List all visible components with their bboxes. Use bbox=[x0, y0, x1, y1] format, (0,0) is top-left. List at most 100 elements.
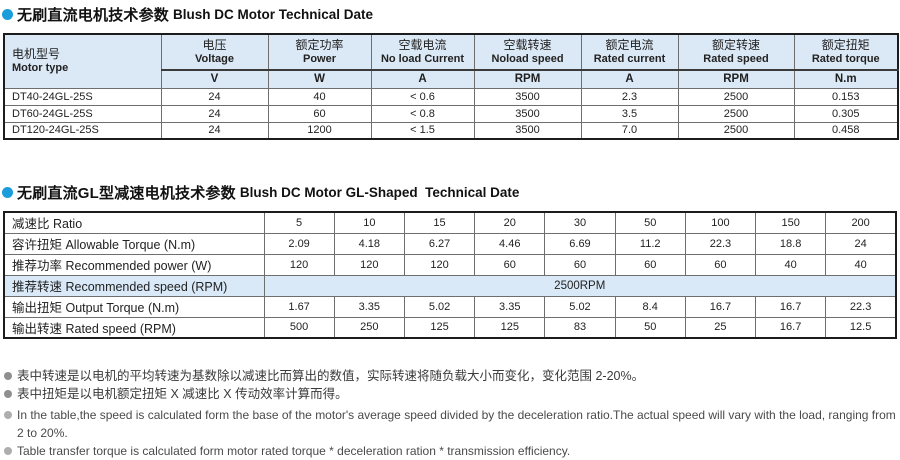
value-cell: 16.7 bbox=[684, 295, 757, 318]
motor-model-cell: DT40-24GL-25S bbox=[3, 87, 162, 106]
header-rated-torque: 额定扭矩 Rated torque bbox=[793, 33, 899, 71]
value-cell: 40 bbox=[267, 87, 372, 106]
value-cell: 50 bbox=[614, 211, 686, 234]
value-cell: 10 bbox=[333, 211, 405, 234]
row-label-cell: 输出扭矩 Output Torque (N.m) bbox=[3, 295, 265, 318]
header-noload-speed-zh: 空载转速 bbox=[503, 38, 552, 52]
value-cell: 120 bbox=[263, 253, 335, 276]
value-cell: 24 bbox=[160, 104, 269, 123]
unit-cell: V bbox=[160, 69, 269, 89]
motor-model-cell: DT120-24GL-25S bbox=[3, 121, 162, 140]
unit-cell: RPM bbox=[473, 69, 582, 89]
value-cell: 1200 bbox=[267, 121, 372, 140]
row-label-cell: 推荐转速 Recommended speed (RPM) bbox=[3, 274, 265, 297]
value-cell: 15 bbox=[403, 211, 476, 234]
value-cell: 6.27 bbox=[403, 232, 476, 255]
value-cell: < 0.8 bbox=[370, 104, 475, 123]
header-rated-speed-en: Rated speed bbox=[703, 53, 769, 65]
table-row: 输出扭矩 Output Torque (N.m) 1.67 3.35 5.02 … bbox=[3, 295, 897, 318]
value-cell: 1.67 bbox=[263, 295, 335, 318]
table-row: 输出转速 Rated speed (RPM) 500 250 125 125 8… bbox=[3, 316, 897, 339]
unit-cell: RPM bbox=[677, 69, 795, 89]
table-row-highlighted: 推荐转速 Recommended speed (RPM) 2500RPM bbox=[3, 274, 897, 297]
value-cell: 6.69 bbox=[544, 232, 616, 255]
value-cell: 0.305 bbox=[793, 104, 899, 123]
header-power-en: Power bbox=[302, 53, 336, 65]
value-cell: 120 bbox=[333, 253, 405, 276]
value-cell: < 1.5 bbox=[370, 121, 475, 140]
blue-bullet-icon bbox=[2, 187, 13, 198]
footnote-text: 表中转速是以电机的平均转速为基数除以减速比而算出的数值，实际转速将随负载大小而变… bbox=[17, 369, 645, 383]
value-cell: 18.8 bbox=[755, 232, 827, 255]
footnote-text: In the table,the speed is calculated for… bbox=[17, 408, 896, 440]
motor-model-cell: DT60-24GL-25S bbox=[3, 104, 162, 123]
header-motor-type-en: Motor type bbox=[12, 62, 69, 75]
header-rated-current-zh: 额定电流 bbox=[605, 38, 654, 52]
header-voltage-en: Voltage bbox=[195, 53, 234, 65]
section1-title: 无刷直流电机技术参数 Blush DC Motor Technical Date bbox=[2, 4, 373, 25]
footnote-en-1: In the table,the speed is calculated for… bbox=[4, 406, 896, 442]
header-rated-current-en: Rated current bbox=[593, 53, 666, 65]
value-cell: 2500 bbox=[677, 87, 795, 106]
header-voltage-zh: 电压 bbox=[202, 38, 227, 52]
section2-title-zh: 无刷直流GL型减速电机技术参数 bbox=[17, 185, 236, 202]
unit-cell: N.m bbox=[793, 69, 899, 89]
table-row: DT40-24GL-25S 24 40 < 0.6 3500 2.3 2500 … bbox=[3, 87, 899, 106]
header-rated-speed-zh: 额定转速 bbox=[711, 38, 760, 52]
value-cell: 60 bbox=[544, 253, 616, 276]
value-cell: 40 bbox=[825, 253, 897, 276]
motor-spec-table: 电机型号 Motor type 电压 Voltage 额定功率 Power 空载… bbox=[3, 33, 899, 140]
value-cell: 2.3 bbox=[580, 87, 679, 106]
merged-speed-cell: 2500RPM bbox=[263, 274, 897, 297]
header-power: 额定功率 Power bbox=[267, 33, 372, 71]
value-cell: 8.4 bbox=[614, 295, 686, 318]
value-cell: 12.5 bbox=[825, 316, 897, 339]
value-cell: 3500 bbox=[473, 121, 582, 140]
value-cell: 120 bbox=[403, 253, 476, 276]
header-motor-type: 电机型号 Motor type bbox=[3, 33, 162, 89]
table-row: 容许扭矩 Allowable Torque (N.m) 2.09 4.18 6.… bbox=[3, 232, 897, 255]
value-cell: 20 bbox=[474, 211, 546, 234]
value-cell: 60 bbox=[474, 253, 546, 276]
header-noload-speed-en: Noload speed bbox=[491, 53, 564, 65]
value-cell: 0.153 bbox=[793, 87, 899, 106]
unit-cell: W bbox=[267, 69, 372, 89]
value-cell: 2.09 bbox=[263, 232, 335, 255]
row-label-cell: 输出转速 Rated speed (RPM) bbox=[3, 316, 265, 339]
footnote-zh-2: 表中扭矩是以电机额定扭矩 X 减速比 X 传动效率计算而得。 bbox=[4, 385, 896, 403]
section2-title-en: Blush DC Motor GL-Shaped Technical Date bbox=[239, 185, 520, 200]
footnote-zh-1: 表中转速是以电机的平均转速为基数除以减速比而算出的数值，实际转速将随负载大小而变… bbox=[4, 367, 896, 385]
value-cell: 7.0 bbox=[580, 121, 679, 140]
table-row: DT60-24GL-25S 24 60 < 0.8 3500 3.5 2500 … bbox=[3, 104, 899, 123]
gray-bullet-icon bbox=[4, 411, 12, 419]
value-cell: 250 bbox=[333, 316, 405, 339]
value-cell: 200 bbox=[825, 211, 897, 234]
value-cell: 24 bbox=[160, 121, 269, 140]
section1-title-zh: 无刷直流电机技术参数 bbox=[17, 7, 170, 24]
header-noload-speed: 空载转速 Noload speed bbox=[473, 33, 582, 71]
header-power-zh: 额定功率 bbox=[295, 38, 344, 52]
value-cell: 50 bbox=[614, 316, 686, 339]
value-cell: 0.458 bbox=[793, 121, 899, 140]
gear-motor-table: 减速比 Ratio 5 10 15 20 30 50 100 150 200 容… bbox=[3, 211, 897, 339]
value-cell: 24 bbox=[825, 232, 897, 255]
value-cell: 83 bbox=[544, 316, 616, 339]
value-cell: 125 bbox=[474, 316, 546, 339]
header-rated-torque-en: Rated torque bbox=[811, 53, 880, 65]
header-noload-current-zh: 空载电流 bbox=[398, 38, 447, 52]
value-cell: 3.35 bbox=[333, 295, 405, 318]
value-cell: 3500 bbox=[473, 104, 582, 123]
header-noload-current-en: No load Current bbox=[380, 53, 465, 65]
value-cell: 24 bbox=[160, 87, 269, 106]
value-cell: 4.18 bbox=[333, 232, 405, 255]
unit-cell: A bbox=[370, 69, 475, 89]
value-cell: 5 bbox=[263, 211, 335, 234]
value-cell: 11.2 bbox=[614, 232, 686, 255]
value-cell: 5.02 bbox=[544, 295, 616, 318]
section1-title-en: Blush DC Motor Technical Date bbox=[173, 7, 374, 22]
header-voltage: 电压 Voltage bbox=[160, 33, 269, 71]
table-row: DT120-24GL-25S 24 1200 < 1.5 3500 7.0 25… bbox=[3, 121, 899, 140]
value-cell: 25 bbox=[684, 316, 757, 339]
value-cell: 3.35 bbox=[474, 295, 546, 318]
